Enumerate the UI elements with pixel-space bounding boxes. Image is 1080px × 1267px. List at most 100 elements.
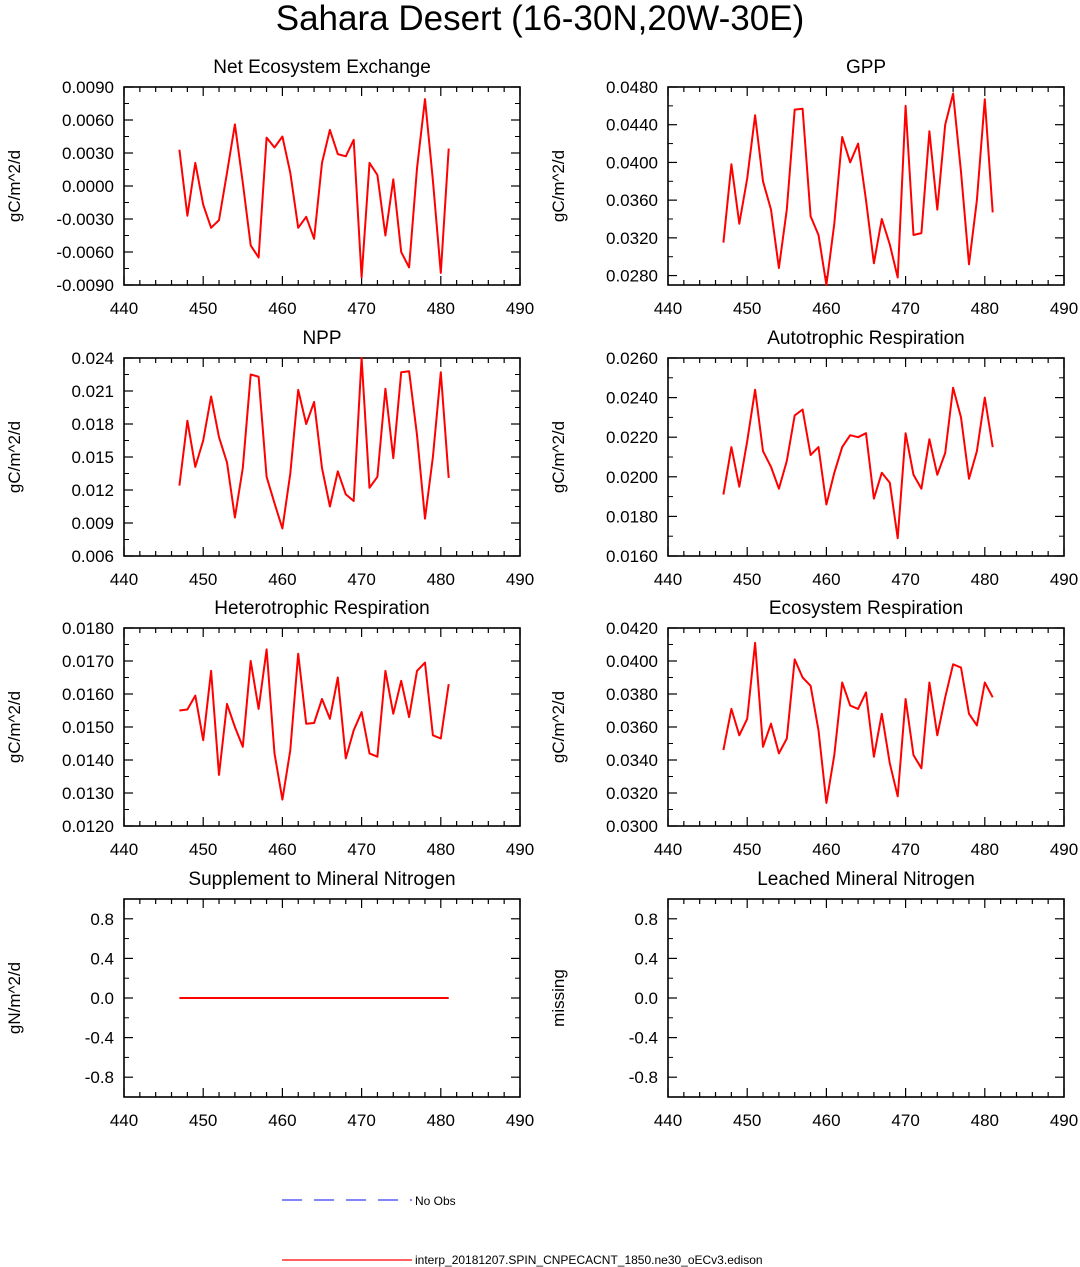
- x-tick-label: 470: [891, 1111, 919, 1130]
- x-tick-label: 470: [891, 840, 919, 859]
- y-tick-label: -0.0060: [56, 243, 114, 262]
- x-tick-label: 440: [110, 570, 138, 589]
- y-tick-label: 0.0200: [606, 468, 658, 487]
- x-tick-label: 480: [971, 299, 999, 318]
- y-tick-label: 0.0150: [62, 718, 114, 737]
- series-line: [178, 98, 450, 279]
- x-tick-label: 480: [427, 299, 455, 318]
- x-tick-label: 490: [1050, 840, 1078, 859]
- y-tick-label: 0.0260: [606, 349, 658, 368]
- x-tick-label: 490: [506, 840, 534, 859]
- y-tick-label: 0.0320: [606, 229, 658, 248]
- panel-title: Heterotrophic Respiration: [214, 598, 429, 619]
- y-tick-label: 0.0120: [62, 817, 114, 836]
- x-tick-label: 480: [427, 570, 455, 589]
- legend-item-no-obs: No Obs: [282, 1194, 456, 1208]
- x-tick-label: 450: [189, 570, 217, 589]
- x-tick-label: 450: [189, 1111, 217, 1130]
- legend-item-model: interp_20181207.SPIN_CNPECACNT_1850.ne30…: [282, 1253, 763, 1267]
- y-tick-label: 0.009: [71, 514, 114, 533]
- series-line: [178, 357, 450, 530]
- x-tick-label: 480: [971, 1111, 999, 1130]
- y-tick-label: -0.0090: [56, 276, 114, 295]
- x-tick-label: 470: [347, 570, 375, 589]
- main-title: Sahara Desert (16-30N,20W-30E): [276, 0, 805, 38]
- y-tick-label: 0.0130: [62, 784, 114, 803]
- chart-panel-8: Leached Mineral Nitrogen missing 440 450 460…: [549, 869, 1078, 1130]
- series-line: [722, 641, 994, 804]
- y-tick-label: 0.0090: [62, 78, 114, 97]
- x-tick-label: 490: [506, 299, 534, 318]
- y-tick-label: 0.8: [634, 910, 658, 929]
- x-tick-label: 460: [812, 840, 840, 859]
- y-tick-label: 0.0420: [606, 619, 658, 638]
- y-tick-label: 0.0180: [62, 619, 114, 638]
- x-tick-label: 460: [268, 570, 296, 589]
- y-tick-label: 0.0180: [606, 507, 658, 526]
- panels: Net Ecosystem Exchange gC/m^2/d 440 450 460 4…: [5, 57, 1078, 1130]
- x-tick-label: 480: [971, 840, 999, 859]
- y-tick-label: 0.0: [634, 989, 658, 1008]
- x-tick-label: 480: [427, 840, 455, 859]
- y-tick-label: -0.8: [629, 1068, 658, 1087]
- x-tick-label: 460: [812, 1111, 840, 1130]
- y-tick-label: 0.018: [71, 415, 114, 434]
- chart-panel-2: GPP gC/m^2/d 440 450 460 470 480 490 0.0280 0.032…: [549, 57, 1078, 318]
- x-tick-label: 470: [347, 1111, 375, 1130]
- y-axis-label: gC/m^2/d: [549, 691, 568, 763]
- plot-frame: [123, 627, 521, 827]
- chart-panel-1: Net Ecosystem Exchange gC/m^2/d 440 450 460 4…: [5, 57, 534, 318]
- x-tick-label: 490: [506, 1111, 534, 1130]
- x-tick-label: 440: [110, 1111, 138, 1130]
- y-tick-label: 0.4: [90, 949, 114, 968]
- legend: No Obs interp_20181207.SPIN_CNPECACNT_18…: [282, 1194, 763, 1267]
- x-tick-label: 440: [110, 299, 138, 318]
- x-tick-label: 460: [812, 299, 840, 318]
- x-tick-label: 470: [347, 840, 375, 859]
- panel-title: Leached Mineral Nitrogen: [757, 869, 975, 890]
- y-tick-label: 0.0440: [606, 116, 658, 135]
- x-tick-label: 480: [427, 1111, 455, 1130]
- x-tick-label: 440: [654, 1111, 682, 1130]
- x-tick-label: 460: [268, 1111, 296, 1130]
- chart-panel-4: Autotrophic Respiration gC/m^2/d 440 450 460…: [549, 328, 1078, 589]
- y-tick-label: 0.0160: [62, 685, 114, 704]
- y-tick-label: 0.0060: [62, 111, 114, 130]
- legend-label-no-obs: No Obs: [415, 1194, 456, 1208]
- panel-title: GPP: [846, 57, 886, 78]
- x-tick-label: 490: [1050, 299, 1078, 318]
- x-tick-label: 460: [268, 840, 296, 859]
- y-tick-label: 0.0380: [606, 685, 658, 704]
- series-line: [722, 92, 994, 286]
- x-tick-label: 450: [189, 840, 217, 859]
- y-tick-label: 0.024: [71, 349, 114, 368]
- y-tick-label: 0.0340: [606, 751, 658, 770]
- y-tick-label: 0.0400: [606, 153, 658, 172]
- x-tick-label: 480: [971, 570, 999, 589]
- x-tick-label: 470: [891, 299, 919, 318]
- y-tick-label: 0.0320: [606, 784, 658, 803]
- x-tick-label: 440: [110, 840, 138, 859]
- chart-panel-3: NPP gC/m^2/d 440 450 460 470 480 490 0.006 0.009 0…: [5, 328, 534, 589]
- y-tick-label: 0.0: [90, 989, 114, 1008]
- chart-panel-7: Supplement to Mineral Nitrogen gN/m^2/d 44…: [5, 869, 534, 1130]
- chart-panel-5: Heterotrophic Respiration gC/m^2/d 440 450 4…: [5, 598, 534, 859]
- y-tick-label: 0.0480: [606, 78, 658, 97]
- y-axis-label: gC/m^2/d: [5, 691, 24, 763]
- y-tick-label: 0.0220: [606, 428, 658, 447]
- x-tick-label: 490: [1050, 1111, 1078, 1130]
- y-axis-label: missing: [549, 969, 568, 1027]
- panel-title: Autotrophic Respiration: [767, 328, 965, 349]
- panel-title: Supplement to Mineral Nitrogen: [188, 869, 455, 890]
- x-tick-label: 440: [654, 840, 682, 859]
- x-tick-label: 470: [891, 570, 919, 589]
- x-tick-label: 450: [733, 570, 761, 589]
- x-tick-label: 460: [812, 570, 840, 589]
- y-tick-label: 0.0170: [62, 652, 114, 671]
- y-axis-label: gC/m^2/d: [5, 150, 24, 222]
- series-line: [722, 386, 994, 540]
- panel-title: Ecosystem Respiration: [769, 598, 963, 619]
- y-tick-label: 0.0400: [606, 652, 658, 671]
- x-tick-label: 440: [654, 299, 682, 318]
